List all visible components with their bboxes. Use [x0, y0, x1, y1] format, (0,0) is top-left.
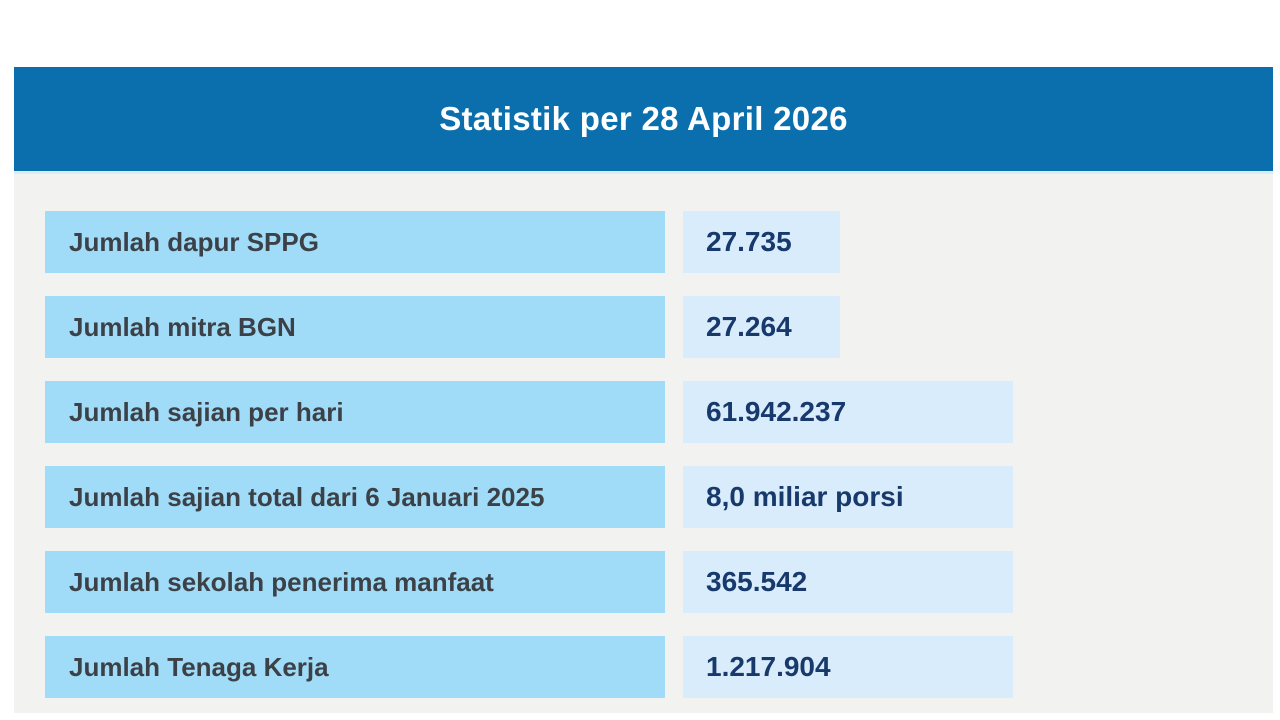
header-bar: Statistik per 28 April 2026 [14, 67, 1273, 171]
stat-label: Jumlah sajian total dari 6 Januari 2025 [45, 466, 665, 528]
stat-label: Jumlah Tenaga Kerja [45, 636, 665, 698]
stat-label: Jumlah sajian per hari [45, 381, 665, 443]
stat-value: 365.542 [683, 551, 1013, 613]
stats-table: Jumlah dapur SPPG 27.735 Jumlah mitra BGN 2… [45, 211, 1013, 698]
table-row: Jumlah sekolah penerima manfaat 365.542 [45, 551, 1013, 613]
stat-value: 8,0 miliar porsi [683, 466, 1013, 528]
table-row: Jumlah sajian total dari 6 Januari 2025 8… [45, 466, 1013, 528]
page-title: Statistik per 28 April 2026 [439, 100, 848, 137]
stat-value: 27.264 [683, 296, 840, 358]
header-divider [14, 171, 1273, 174]
table-row: Jumlah mitra BGN 27.264 [45, 296, 1013, 358]
stat-label: Jumlah mitra BGN [45, 296, 665, 358]
stat-value: 27.735 [683, 211, 840, 273]
stats-panel: Jumlah dapur SPPG 27.735 Jumlah mitra BGN 2… [14, 174, 1273, 713]
table-row: Jumlah dapur SPPG 27.735 [45, 211, 1013, 273]
stat-label: Jumlah dapur SPPG [45, 211, 665, 273]
stat-value: 1.217.904 [683, 636, 1013, 698]
stat-label: Jumlah sekolah penerima manfaat [45, 551, 665, 613]
table-row: Jumlah sajian per hari 61.942.237 [45, 381, 1013, 443]
stat-value: 61.942.237 [683, 381, 1013, 443]
table-row: Jumlah Tenaga Kerja 1.217.904 [45, 636, 1013, 698]
